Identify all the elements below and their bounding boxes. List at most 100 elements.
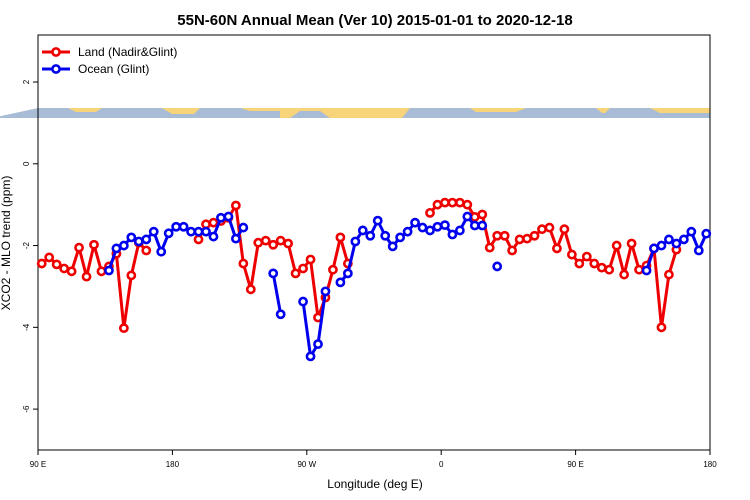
data-point	[275, 235, 286, 246]
data-point	[111, 243, 122, 254]
data-point	[574, 258, 585, 269]
legend-label: Land (Nadir&Glint)	[78, 45, 177, 59]
data-point	[656, 322, 667, 333]
data-point	[230, 200, 241, 211]
data-point	[410, 217, 420, 228]
data-point	[469, 212, 480, 222]
data-point	[260, 235, 271, 246]
data-point	[313, 339, 323, 350]
data-point	[619, 269, 630, 280]
data-point	[141, 245, 152, 256]
data-point	[275, 309, 286, 320]
data-point	[641, 265, 652, 276]
data-point	[507, 245, 518, 256]
data-point	[163, 228, 174, 239]
y-tick-label: 2	[22, 79, 31, 84]
data-point	[581, 251, 592, 262]
data-point	[462, 211, 473, 222]
data-point	[402, 226, 413, 237]
data-point	[335, 232, 346, 243]
x-tick-label: 180	[703, 460, 717, 469]
data-point	[268, 268, 279, 279]
data-point	[417, 222, 428, 233]
data-point	[649, 243, 659, 254]
data-point	[454, 225, 465, 236]
data-point	[305, 351, 316, 362]
data-point	[36, 258, 47, 269]
data-point	[425, 225, 435, 236]
data-point	[492, 261, 503, 272]
data-point	[634, 264, 644, 275]
data-point	[454, 197, 465, 208]
data-point	[193, 234, 204, 245]
data-point	[186, 226, 196, 237]
map-strip	[0, 108, 710, 118]
x-tick-label: 180	[166, 460, 180, 469]
data-point	[238, 258, 249, 269]
data-point	[156, 246, 167, 257]
data-point	[201, 226, 211, 237]
legend-label: Ocean (Glint)	[78, 62, 149, 76]
data-point	[328, 264, 338, 275]
y-tick-label: 0	[22, 161, 31, 166]
data-point	[664, 269, 674, 280]
data-point	[656, 240, 667, 251]
data-point	[492, 230, 503, 241]
data-point	[342, 268, 353, 279]
data-point	[387, 241, 398, 252]
data-point	[484, 242, 495, 253]
data-point	[133, 236, 144, 247]
data-point	[529, 230, 540, 241]
data-point	[596, 262, 607, 273]
data-point	[544, 222, 555, 233]
data-point	[604, 264, 615, 275]
x-tick-label: 90 W	[297, 460, 316, 469]
data-point	[559, 224, 570, 235]
data-point	[148, 226, 159, 237]
data-point	[216, 212, 226, 223]
data-point	[178, 221, 189, 232]
data-point	[81, 271, 92, 282]
data-point	[126, 270, 137, 281]
data-point	[425, 207, 435, 218]
data-point	[208, 217, 219, 228]
plot-frame	[37, 34, 711, 451]
data-point	[126, 232, 137, 243]
data-point	[447, 197, 458, 208]
data-point	[499, 230, 510, 241]
data-point	[59, 263, 70, 274]
data-point	[432, 221, 443, 232]
data-point	[208, 231, 219, 242]
data-point	[611, 240, 622, 251]
data-point	[469, 220, 480, 231]
legend: Land (Nadir&Glint) Ocean (Glint)	[42, 45, 177, 76]
y-axis-label: XCO2 - MLO trend (ppm)	[0, 176, 13, 311]
data-point	[671, 238, 682, 249]
y-tick-label: -6	[22, 405, 31, 413]
data-point	[440, 220, 450, 231]
legend-marker	[51, 47, 61, 57]
data-point	[693, 245, 704, 256]
legend-marker	[51, 64, 61, 74]
data-point	[447, 229, 458, 240]
data-point	[477, 220, 488, 231]
data-point	[432, 199, 443, 210]
data-point	[230, 233, 241, 244]
data-point	[223, 211, 234, 222]
data-point	[440, 197, 450, 208]
data-point	[395, 232, 406, 243]
data-point	[626, 238, 637, 249]
data-point	[66, 266, 77, 277]
data-point	[552, 243, 562, 254]
data-point	[350, 236, 361, 247]
data-point	[320, 286, 331, 297]
y-tick-label: -2	[22, 241, 31, 249]
chart-title: 55N-60N Annual Mean (Ver 10) 2015-01-01 …	[177, 12, 572, 29]
data-point	[477, 209, 488, 220]
data-point	[245, 284, 256, 295]
data-point	[283, 238, 294, 249]
data-point	[305, 254, 316, 265]
data-point	[686, 226, 697, 237]
x-tick-label: 0	[439, 460, 444, 469]
data-point	[74, 242, 84, 253]
